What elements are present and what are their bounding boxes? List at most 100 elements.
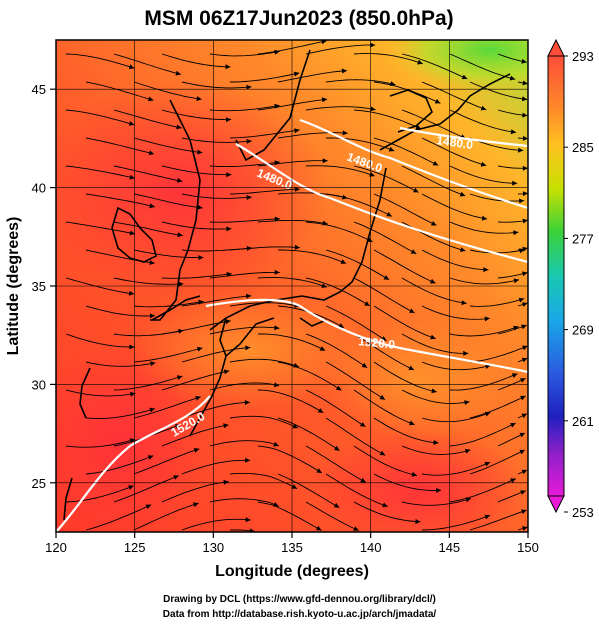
cool-region bbox=[380, 40, 528, 95]
streamline bbox=[353, 501, 421, 523]
streamline-arrowhead bbox=[149, 407, 155, 413]
streamline-arrowhead bbox=[273, 441, 279, 447]
streamline bbox=[65, 109, 135, 126]
streamline bbox=[469, 449, 526, 475]
streamline-arrowhead bbox=[196, 96, 202, 102]
streamline-arrowhead bbox=[430, 278, 436, 284]
streamline-arrowhead bbox=[293, 71, 300, 77]
streamline-arrowhead bbox=[360, 477, 366, 483]
streamline bbox=[401, 333, 469, 354]
streamline bbox=[421, 411, 491, 423]
streamline bbox=[161, 165, 232, 176]
streamline bbox=[209, 271, 280, 279]
streamline bbox=[401, 165, 466, 197]
streamline bbox=[229, 188, 300, 195]
streamline bbox=[113, 53, 182, 75]
streamline bbox=[305, 501, 359, 531]
streamline bbox=[209, 50, 280, 57]
streamline-arrowhead bbox=[434, 98, 441, 104]
streamline-arrowhead bbox=[522, 112, 528, 118]
y-tick-label: 40 bbox=[32, 181, 46, 196]
streamline bbox=[161, 481, 229, 503]
streamline bbox=[469, 509, 527, 531]
colorbar-bottom-arrow bbox=[547, 495, 565, 514]
streamline bbox=[113, 475, 179, 503]
streamline-arrowhead bbox=[333, 502, 340, 508]
streamline-arrowhead bbox=[411, 471, 417, 477]
streamline bbox=[65, 389, 136, 397]
colorbar-tick-label: 269 bbox=[572, 323, 594, 338]
streamline bbox=[449, 326, 519, 337]
coastlines bbox=[63, 49, 511, 521]
streamline-arrowhead bbox=[521, 357, 528, 363]
streamline bbox=[469, 81, 528, 100]
streamline-arrowhead bbox=[459, 191, 466, 197]
streamline bbox=[497, 324, 527, 335]
streamline bbox=[209, 382, 280, 391]
streamline-arrowhead bbox=[359, 422, 366, 427]
streamline-arrowhead bbox=[128, 64, 135, 70]
streamline-arrowhead bbox=[274, 216, 280, 222]
colorbar-body bbox=[547, 55, 565, 497]
streamline bbox=[133, 396, 201, 419]
streamline bbox=[85, 305, 155, 317]
y-axis-label: Latitude (degrees) bbox=[5, 217, 22, 356]
streamline-arrowhead bbox=[340, 259, 347, 264]
y-tick-label: 45 bbox=[32, 82, 46, 97]
streamline-arrowhead bbox=[226, 172, 232, 178]
streamline bbox=[85, 193, 155, 208]
streamline bbox=[257, 40, 327, 55]
streamline-arrowhead bbox=[197, 204, 203, 210]
streamline bbox=[353, 389, 415, 426]
streamline bbox=[65, 221, 136, 235]
streamline bbox=[325, 79, 396, 86]
streamline-arrowhead bbox=[319, 346, 326, 351]
streamline bbox=[401, 277, 467, 304]
streamline bbox=[449, 165, 518, 184]
streamline bbox=[229, 246, 300, 251]
streamline-arrowhead bbox=[460, 247, 466, 252]
streamline bbox=[325, 193, 393, 217]
colorbar-ticks: 293 285 277 269 261 253 bbox=[564, 49, 594, 520]
streamline-arrowhead bbox=[128, 121, 135, 126]
x-axis-label: Longitude (degrees) bbox=[215, 563, 369, 580]
streamline-arrowhead bbox=[519, 432, 525, 438]
streamline bbox=[85, 455, 154, 475]
streamline-arrowhead bbox=[223, 423, 229, 429]
streamline-arrowhead bbox=[246, 245, 252, 251]
streamline bbox=[449, 109, 517, 133]
streamline-arrowhead bbox=[128, 290, 135, 296]
streamline-arrowhead bbox=[522, 135, 528, 141]
streamline-arrowhead bbox=[361, 362, 368, 368]
streamline bbox=[229, 472, 298, 490]
streamline bbox=[65, 438, 136, 448]
streamline bbox=[497, 219, 528, 223]
streamline-arrowhead bbox=[246, 195, 252, 200]
streamline-arrowhead bbox=[129, 230, 135, 236]
streamline-arrowhead bbox=[461, 74, 468, 80]
streamline bbox=[113, 375, 183, 391]
streamline bbox=[257, 501, 322, 531]
streamline bbox=[469, 193, 525, 202]
y-axis-ticks: 25 30 35 40 45 bbox=[32, 82, 56, 491]
streamline-arrowhead bbox=[245, 517, 251, 523]
streamline bbox=[65, 53, 135, 69]
streamline bbox=[85, 137, 155, 155]
streamline-arrowhead bbox=[322, 220, 328, 226]
streamline bbox=[305, 106, 376, 111]
colorbar-top-arrow bbox=[547, 38, 565, 57]
streamline-arrowhead bbox=[150, 361, 156, 367]
streamline bbox=[353, 165, 419, 193]
x-tick-label: 140 bbox=[360, 540, 382, 555]
streamline-arrowhead bbox=[226, 271, 232, 277]
streamline-arrowhead bbox=[388, 146, 395, 152]
streamline bbox=[133, 347, 203, 363]
streamline-arrowhead bbox=[408, 365, 414, 370]
streamline-arrowhead bbox=[381, 336, 387, 341]
streamline-arrowhead bbox=[145, 504, 152, 510]
streamline-arrowhead bbox=[519, 198, 525, 204]
streamline-arrowhead bbox=[273, 502, 279, 507]
streamline bbox=[373, 305, 436, 340]
streamline bbox=[421, 81, 487, 111]
